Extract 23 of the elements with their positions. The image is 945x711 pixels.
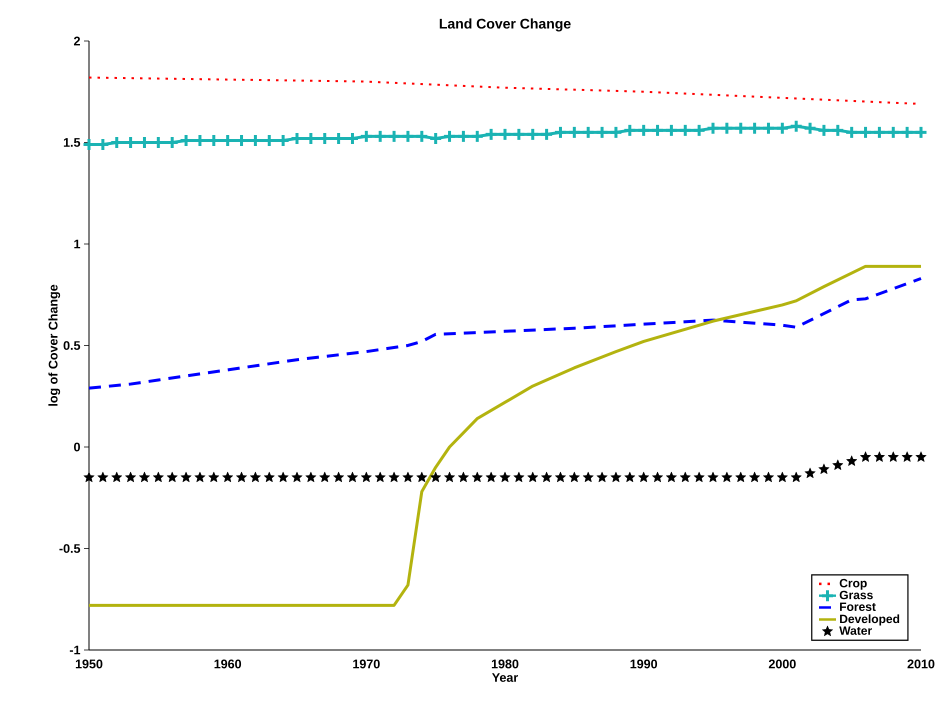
legend-label: Crop (840, 578, 867, 590)
x-tick-label: 2000 (768, 660, 796, 668)
y-tick-label: 0.5 (64, 341, 80, 350)
x-tick-label: 1950 (76, 660, 102, 668)
y-tick-label: 1.5 (64, 138, 80, 147)
legend-label: Grass (840, 590, 873, 600)
line-series (88, 277, 923, 390)
y-tick-label: 1 (74, 240, 80, 248)
x-axis-title: Year (492, 673, 518, 682)
legend-label: Forest (840, 602, 876, 611)
x-tick-label: 1970 (353, 660, 380, 668)
legend-label: Developed (840, 614, 900, 626)
y-tick-label: -0.5 (59, 544, 80, 553)
x-tick-label: 1990 (630, 660, 658, 668)
y-tick-label: 2 (74, 36, 80, 46)
x-tick-label: 1960 (214, 660, 242, 668)
chart-title: Land Cover Change (440, 18, 571, 32)
x-tick-label: 2010 (908, 660, 934, 668)
y-tick-label: 0 (74, 442, 80, 452)
x-tick-label: 1980 (492, 660, 518, 668)
y-tick-label: -1 (70, 646, 80, 654)
legend-label: Water (839, 626, 872, 635)
y-axis-title: log of Cover Change (48, 284, 60, 406)
